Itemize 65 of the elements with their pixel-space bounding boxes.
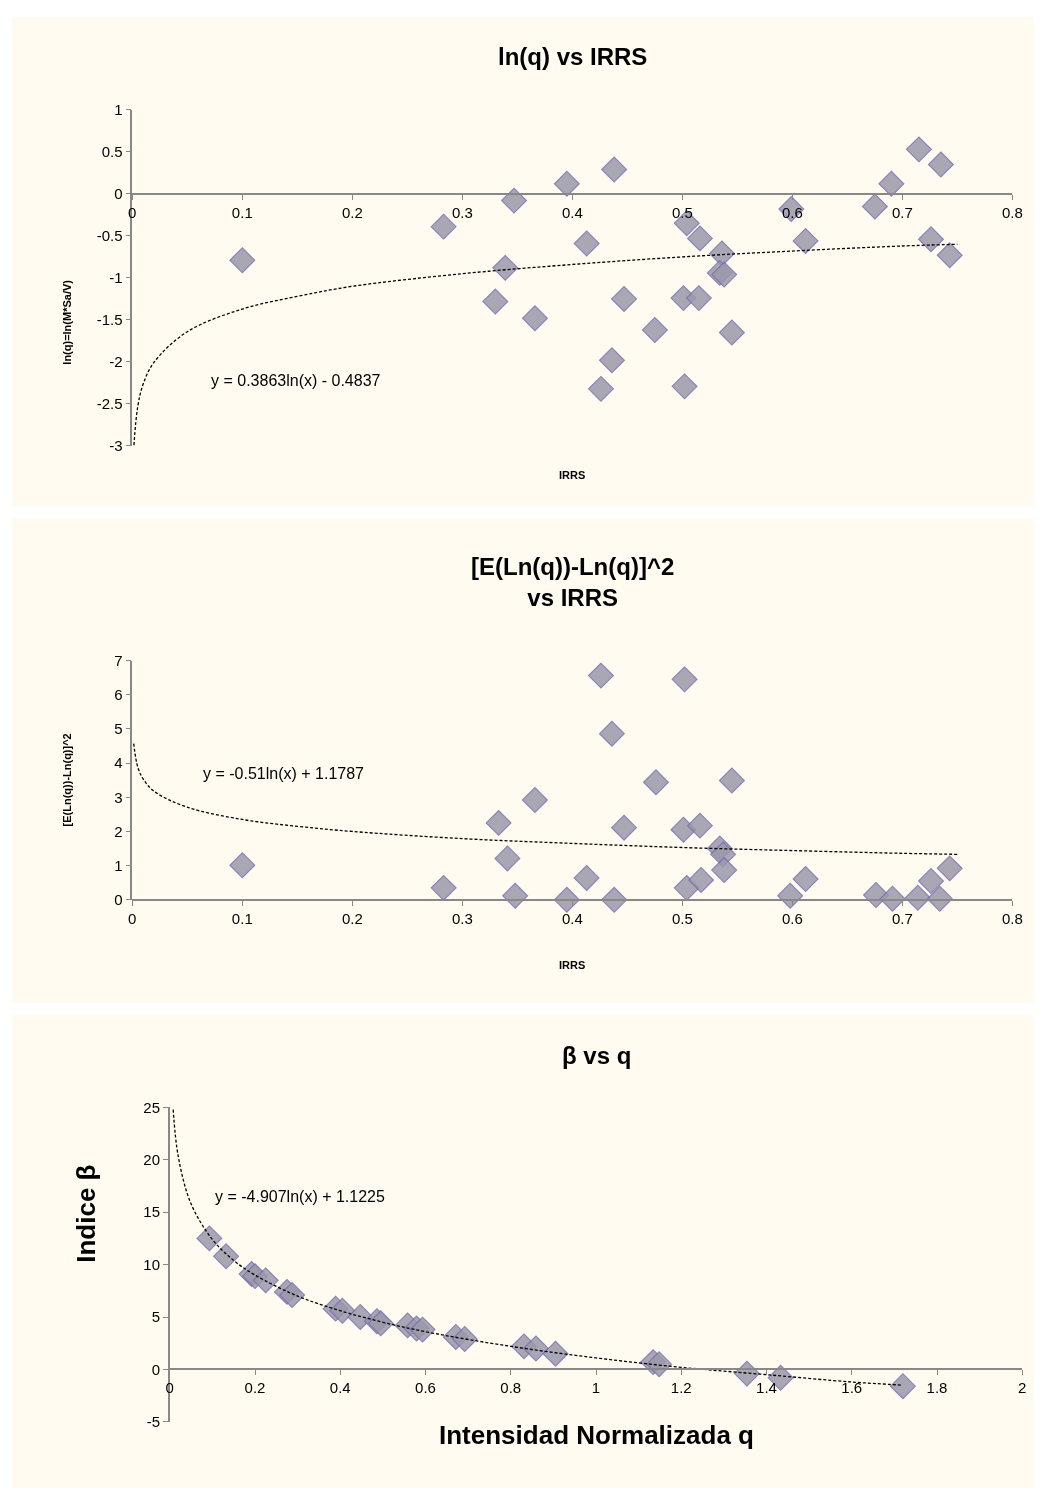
y-tick-label: 0 (114, 185, 123, 203)
x-tick-label: 2 (1018, 1379, 1027, 1397)
y-tick-label: 10 (143, 1255, 161, 1273)
x-axis-title: Intensidad Normalizada q (439, 1420, 754, 1450)
y-tick-label: 25 (143, 1098, 161, 1116)
x-tick-label: 0 (128, 203, 137, 221)
x-tick-label: 0.2 (341, 909, 363, 927)
x-tick-label: 0.5 (671, 909, 693, 927)
y-tick-label: 5 (151, 1308, 161, 1326)
chart-title: ln(q) vs IRRS (498, 43, 648, 70)
x-tick-label: 0.4 (561, 203, 583, 221)
y-tick-label: -5 (146, 1413, 161, 1431)
chart-title: β vs q (562, 1042, 632, 1069)
x-axis-title: IRRS (559, 469, 586, 481)
x-tick-label: 0.7 (891, 909, 913, 927)
y-tick-label: -1 (109, 269, 123, 287)
x-tick-label: 0.1 (231, 909, 253, 927)
y-tick-label: 3 (114, 788, 123, 806)
x-tick-label: 0.4 (329, 1379, 351, 1397)
y-tick-label: 0 (114, 891, 123, 909)
x-tick-label: 1 (591, 1379, 601, 1397)
x-tick-label: 0.6 (781, 909, 803, 927)
y-tick-label: 20 (143, 1151, 161, 1169)
y-tick-label: -3 (109, 437, 123, 455)
y-tick-label: 1 (114, 856, 123, 874)
y-tick-label: 1 (114, 101, 123, 119)
x-tick-label: 0.7 (891, 203, 913, 221)
x-tick-label: 0.3 (451, 203, 473, 221)
x-tick-label: 0.5 (671, 203, 693, 221)
x-tick-label: 0.1 (231, 203, 253, 221)
x-tick-label: 1.2 (670, 1379, 692, 1397)
y-tick-label: 0 (151, 1360, 161, 1378)
y-tick-label: -1.5 (96, 311, 123, 329)
x-tick-label: 0.8 (1001, 909, 1023, 927)
y-tick-label: 6 (114, 685, 123, 703)
y-tick-label: 7 (114, 651, 123, 669)
y-axis-title: [E(Ln(q))-Ln(q)]^2 (61, 733, 74, 827)
y-axis-title: Indice β (71, 1164, 102, 1263)
x-tick-label: 1.6 (841, 1379, 863, 1397)
x-tick-label: 0.8 (1001, 203, 1023, 221)
x-tick-label: 0.6 (415, 1379, 436, 1397)
x-tick-label: 0 (128, 909, 137, 927)
annotation: y = -0.51ln(x) + 1.1787 (203, 765, 365, 782)
x-tick-label: 0.4 (561, 909, 583, 927)
x-tick-label: 0 (165, 1379, 174, 1397)
y-tick-label: -0.5 (96, 227, 123, 245)
y-axis-title: ln(q)=ln(M*Sa/V) (60, 279, 73, 365)
annotation: y = 0.3863ln(x) - 0.4837 (211, 372, 381, 389)
y-tick-label: 2 (114, 822, 123, 840)
y-tick-label: 15 (143, 1203, 161, 1221)
x-tick-label: 0.2 (341, 203, 363, 221)
y-tick-label: 5 (114, 720, 123, 738)
x-tick-label: 0.6 (781, 203, 803, 221)
x-tick-label: 0.2 (244, 1379, 266, 1397)
annotation: y = -4.907ln(x) + 1.1225 (215, 1188, 385, 1205)
x-tick-label: 0.3 (451, 909, 473, 927)
x-tick-label: 1.8 (926, 1379, 948, 1397)
x-tick-label: 0.8 (500, 1379, 522, 1397)
chart-title: [E(Ln(q))-Ln(q)]^2 vs IRRS (471, 553, 675, 612)
y-tick-label: -2 (109, 353, 123, 371)
y-tick-label: 0.5 (101, 143, 123, 161)
x-axis-title: IRRS (559, 959, 586, 971)
y-tick-label: 4 (114, 754, 123, 772)
y-tick-label: -2.5 (96, 395, 123, 413)
x-tick-label: 1.4 (756, 1379, 777, 1397)
